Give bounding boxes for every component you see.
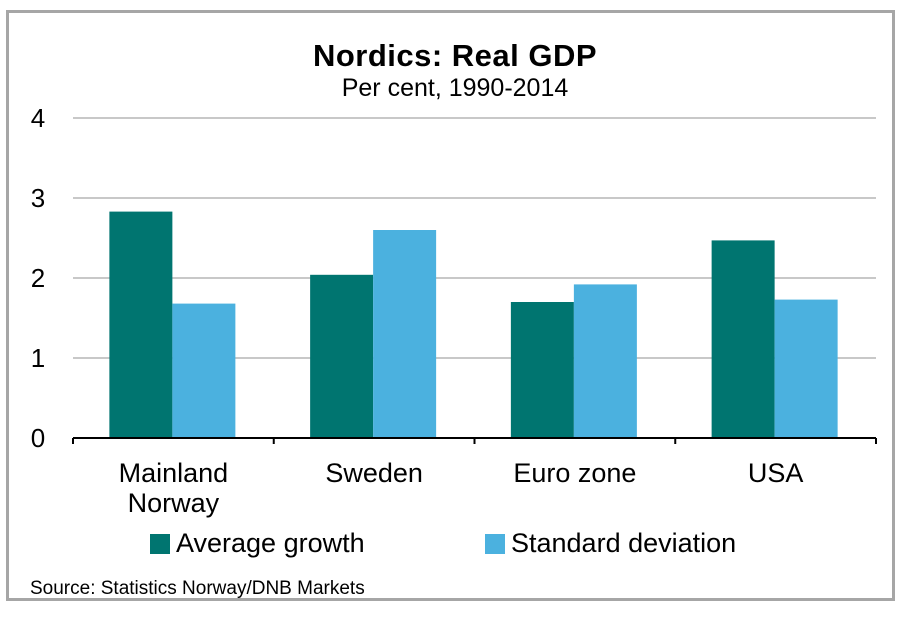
bar-average-growth-2 bbox=[510, 302, 574, 438]
bar-standard-deviation-1 bbox=[373, 230, 437, 438]
chart-subtitle: Per cent, 1990-2014 bbox=[341, 74, 569, 102]
y-tick-label-1: 1 bbox=[31, 343, 45, 373]
y-tick-label-3: 3 bbox=[31, 183, 45, 213]
bar-standard-deviation-0 bbox=[172, 303, 236, 438]
chart-title: Nordics: Real GDP bbox=[312, 38, 598, 73]
bar-average-growth-0 bbox=[109, 211, 173, 438]
legend-label-average-growth: Average growth bbox=[176, 528, 365, 558]
x-tick-label-0-1: Norway bbox=[128, 488, 220, 518]
x-tick-label-3-0: USA bbox=[748, 458, 804, 488]
chart-frame bbox=[6, 10, 895, 601]
y-tick-label-4: 4 bbox=[31, 103, 45, 133]
legend-label-standard-deviation: Standard deviation bbox=[511, 528, 737, 558]
x-tick-label-1-0: Sweden bbox=[325, 458, 423, 488]
bar-standard-deviation-3 bbox=[774, 299, 838, 438]
legend-item-standard-deviation: Standard deviation bbox=[485, 528, 736, 559]
bar-average-growth-3 bbox=[711, 240, 775, 438]
y-tick-label-0: 0 bbox=[31, 423, 45, 453]
y-tick-label-2: 2 bbox=[31, 263, 45, 293]
legend-swatch-standard-deviation bbox=[485, 533, 505, 554]
legend-item-average-growth: Average growth bbox=[150, 528, 365, 559]
x-tick-label-0-0: Mainland bbox=[119, 458, 229, 488]
bar-standard-deviation-2 bbox=[573, 284, 637, 438]
legend-swatch-average-growth bbox=[150, 533, 170, 554]
source-note: Source: Statistics Norway/DNB Markets bbox=[30, 578, 365, 599]
x-tick-label-2-0: Euro zone bbox=[513, 458, 636, 488]
bar-average-growth-1 bbox=[310, 274, 374, 438]
